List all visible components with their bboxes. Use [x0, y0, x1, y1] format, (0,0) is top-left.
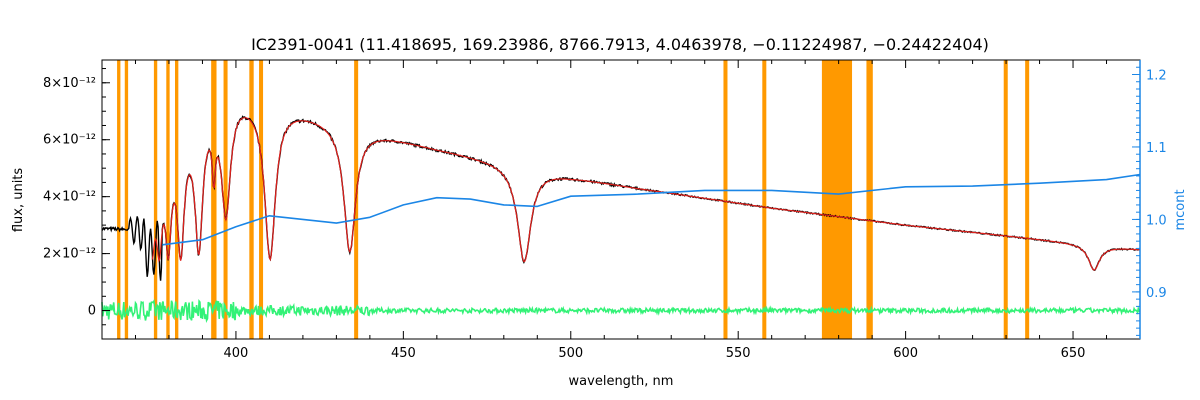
x-axis-title: wavelength, nm [569, 374, 674, 389]
y2-tick-label: 1.1 [1146, 141, 1167, 156]
x-tick-label: 450 [391, 346, 416, 361]
x-tick-label: 500 [558, 346, 583, 361]
x-tick-label: 550 [726, 346, 751, 361]
y2-tick-label: 1.2 [1146, 68, 1167, 83]
masked-region-2 [124, 60, 129, 339]
plot-frame [101, 59, 1141, 340]
masked-region-16 [1025, 60, 1030, 339]
series-observed [101, 115, 1141, 281]
x-tick-label: 600 [893, 346, 918, 361]
masked-region-5 [174, 60, 179, 339]
y-tick-label: 6×10⁻¹² [43, 133, 96, 148]
series-mcont [162, 173, 1141, 246]
masked-region-9 [259, 60, 264, 339]
y-tick-label: 4×10⁻¹² [43, 190, 96, 205]
series-layer [101, 115, 1141, 323]
masked-region-12 [762, 60, 767, 339]
masked-region-11 [723, 60, 728, 339]
masked-region-13 [821, 60, 853, 339]
series-residual [101, 298, 1141, 323]
masked-region-6 [211, 60, 217, 339]
masked-region-7 [223, 60, 228, 339]
y-axis-title: flux, units [11, 168, 26, 233]
masked-region-1 [117, 60, 121, 339]
masked-region-14 [866, 60, 873, 339]
axes: 400 450 500 550 600 650 0 2×10⁻¹² 4×10⁻¹² 6×10⁻¹²… [43, 60, 1167, 361]
masked-regions [117, 60, 1030, 339]
x-tick-label: 400 [224, 346, 249, 361]
y-tick-label: 8×10⁻¹² [43, 76, 96, 91]
masked-region-15 [1003, 60, 1008, 339]
y2-axis-title: mcont [1173, 189, 1188, 230]
masked-region-8 [249, 60, 254, 339]
masked-region-3 [153, 60, 158, 339]
chart-title: IC2391-0041 (11.418695, 169.23986, 8766.… [251, 35, 989, 54]
y-tick-label: 2×10⁻¹² [43, 247, 96, 262]
masked-region-4 [166, 60, 170, 339]
y-tick-label: 0 [88, 304, 96, 319]
x-tick-label: 650 [1061, 346, 1086, 361]
y2-tick-label: 1.0 [1146, 213, 1167, 228]
y2-tick-label: 0.9 [1146, 286, 1167, 301]
series-model [151, 117, 1140, 271]
